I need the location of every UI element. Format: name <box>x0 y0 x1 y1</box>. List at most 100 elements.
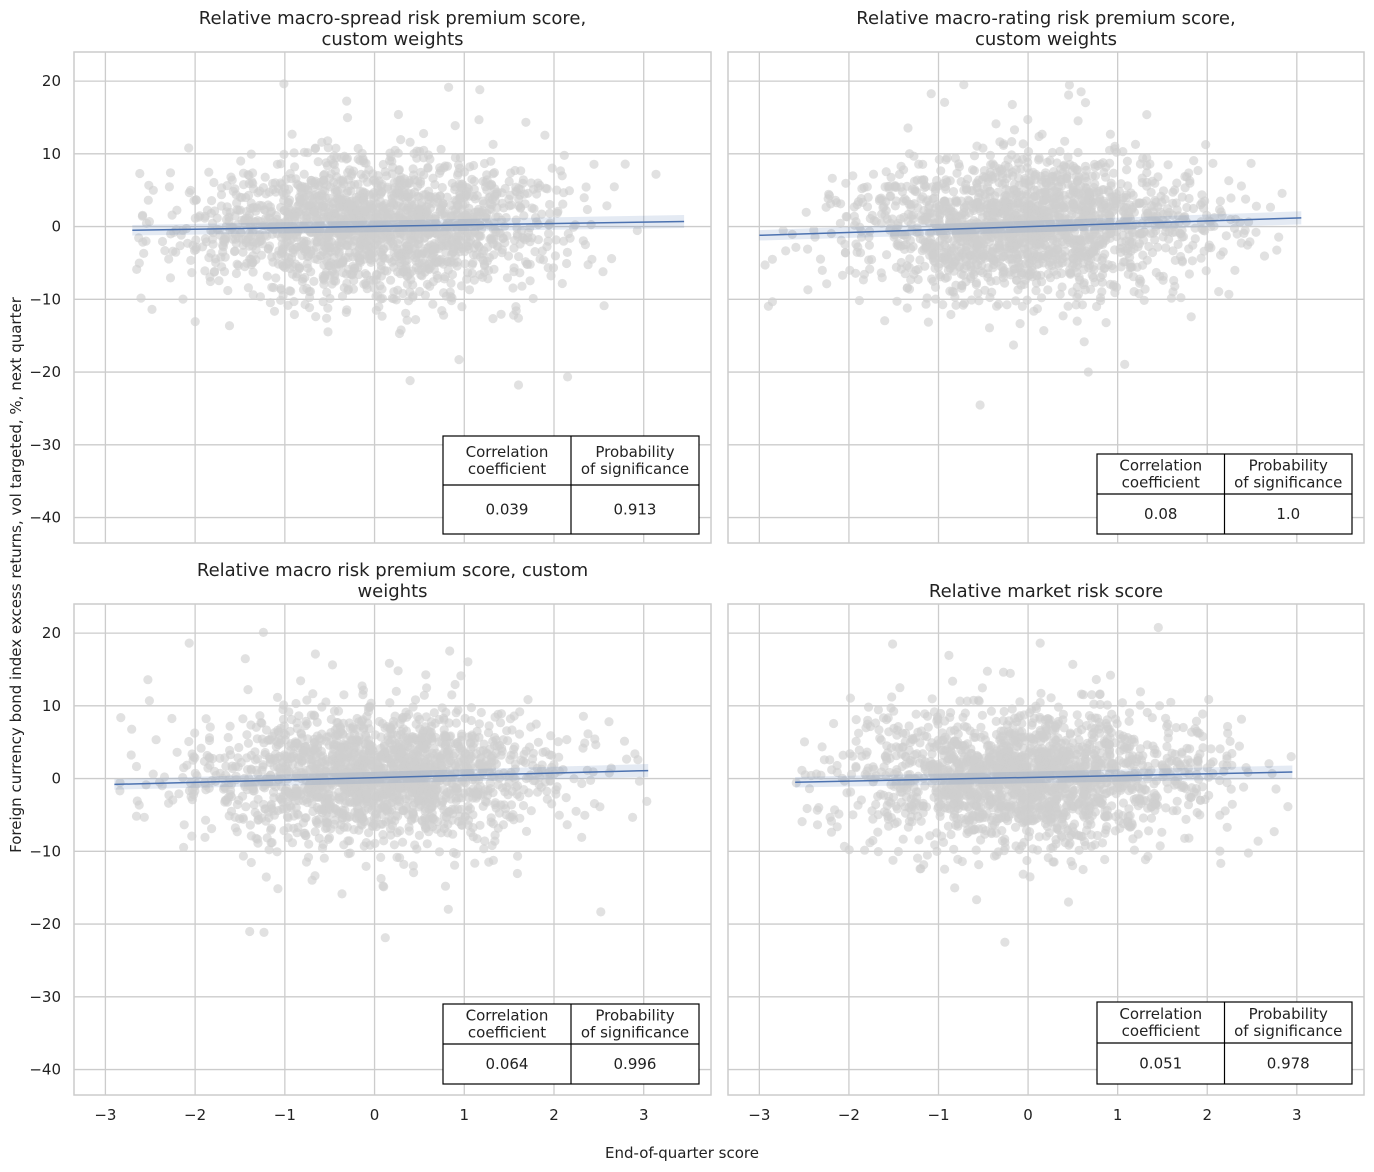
scatter-point <box>324 242 334 252</box>
scatter-point <box>269 306 280 316</box>
scatter-point <box>204 167 214 177</box>
scatter-point <box>1168 187 1178 197</box>
scatter-point <box>483 728 494 738</box>
scatter-point <box>904 284 915 294</box>
scatter-point <box>164 790 174 800</box>
scatter-point <box>393 109 403 120</box>
scatter-point <box>1251 201 1261 211</box>
scatter-point <box>1042 157 1052 167</box>
scatter-point <box>456 281 467 291</box>
scatter-point <box>1230 265 1240 275</box>
scatter-point <box>1000 278 1010 288</box>
y-tick-label: −20 <box>29 363 61 381</box>
scatter-point <box>1201 140 1211 150</box>
scatter-point <box>1116 179 1126 189</box>
scatter-point <box>913 203 923 213</box>
scatter-point <box>591 740 601 750</box>
scatter-point <box>955 253 965 263</box>
scatter-point <box>1059 161 1069 171</box>
scatter-point <box>310 207 320 217</box>
scatter-point <box>946 309 956 320</box>
scatter-point <box>238 247 248 257</box>
scatter-point <box>984 237 995 247</box>
scatter-point <box>419 145 429 155</box>
scatter-point <box>363 707 374 717</box>
scatter-point <box>311 312 321 322</box>
scatter-point <box>447 815 457 825</box>
scatter-point <box>1002 300 1012 310</box>
scatter-point <box>882 250 892 260</box>
scatter-point <box>1018 139 1028 149</box>
scatter-point <box>1158 232 1168 242</box>
scatter-points <box>132 79 661 390</box>
scatter-point <box>1073 116 1083 126</box>
scatter-point <box>1221 231 1231 241</box>
scatter-point <box>219 237 229 247</box>
scatter-point <box>393 148 403 158</box>
scatter-point <box>562 247 573 257</box>
scatter-point <box>1111 147 1122 157</box>
scatter-point <box>1096 296 1106 306</box>
table-header: Correlation coefficient <box>1119 457 1202 492</box>
scatter-point <box>550 251 561 261</box>
scatter-point <box>281 730 291 740</box>
scatter-point <box>323 303 333 313</box>
scatter-point <box>353 179 363 189</box>
scatter-point <box>144 180 154 190</box>
scatter-point <box>304 286 314 297</box>
scatter-point <box>533 178 543 188</box>
scatter-point <box>289 309 299 320</box>
scatter-point <box>1215 196 1225 206</box>
scatter-point <box>327 217 337 227</box>
scatter-point <box>862 182 872 192</box>
scatter-point <box>1035 251 1045 261</box>
scatter-point <box>469 243 479 253</box>
scatter-point <box>920 215 930 225</box>
scatter-point <box>920 261 930 271</box>
scatter-point <box>1158 275 1168 285</box>
scatter-point <box>286 286 296 296</box>
scatter-point <box>189 196 199 206</box>
scatter-point <box>561 793 571 803</box>
scatter-point <box>470 207 480 218</box>
scatter-point <box>398 250 408 261</box>
scatter-point <box>582 204 593 215</box>
scatter-point <box>264 187 274 197</box>
scatter-point <box>340 229 350 240</box>
scatter-point <box>320 169 330 179</box>
scatter-point <box>353 211 363 221</box>
scatter-point <box>356 231 366 241</box>
scatter-point <box>533 737 544 747</box>
scatter-point <box>292 179 302 189</box>
scatter-point <box>1007 137 1017 147</box>
scatter-point <box>1208 158 1218 168</box>
scatter-point <box>255 230 265 240</box>
scatter-point <box>1097 277 1107 287</box>
scatter-point <box>141 218 152 228</box>
scatter-point <box>238 240 248 250</box>
scatter-point <box>994 164 1004 174</box>
scatter-point <box>527 203 537 213</box>
scatter-point <box>402 315 412 325</box>
scatter-point <box>1080 98 1091 108</box>
scatter-point <box>1196 253 1206 263</box>
scatter-point <box>127 724 137 734</box>
scatter-point <box>488 314 498 324</box>
regression-line <box>132 220 685 231</box>
scatter-point <box>474 115 484 125</box>
scatter-point <box>343 213 353 223</box>
scatter-point <box>868 169 879 179</box>
scatter-point <box>903 123 913 133</box>
scatter-point <box>1182 202 1192 213</box>
scatter-point <box>892 296 902 306</box>
scatter-point <box>195 211 205 221</box>
scatter-point <box>502 273 512 283</box>
scatter-point <box>1067 287 1078 297</box>
scatter-point <box>202 205 212 215</box>
scatter-point <box>260 172 270 182</box>
scatter-point <box>1161 243 1171 253</box>
scatter-point <box>1116 262 1126 272</box>
scatter-point <box>246 198 256 208</box>
scatter-point <box>1176 229 1186 239</box>
scatter-point <box>1049 208 1059 218</box>
